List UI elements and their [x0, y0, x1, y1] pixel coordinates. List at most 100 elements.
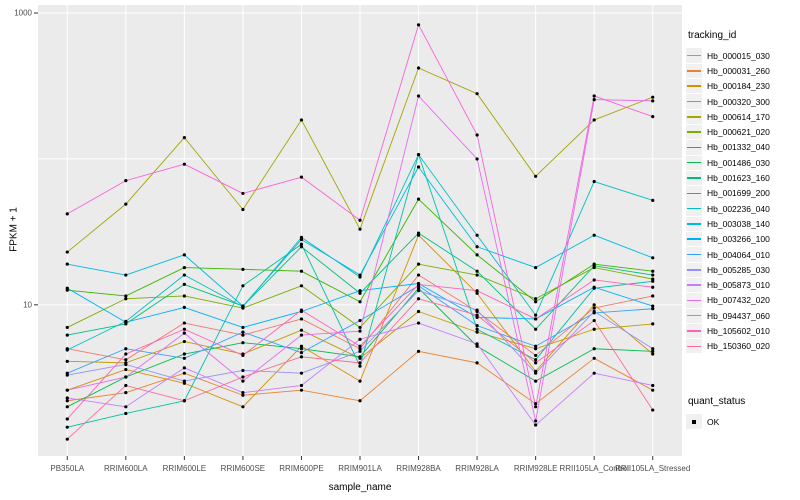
x-tick-label: RRII105LA_Stressed	[615, 464, 690, 473]
data-point	[124, 297, 128, 301]
legend-key	[686, 277, 702, 293]
data-point	[534, 297, 538, 301]
legend-key	[686, 216, 702, 232]
data-point	[299, 351, 304, 355]
legend-color-line	[687, 177, 701, 179]
data-point	[182, 399, 186, 403]
data-point	[65, 359, 69, 363]
data-point	[358, 364, 362, 368]
data-point	[299, 333, 304, 337]
data-point	[475, 308, 479, 312]
data-point	[651, 269, 655, 273]
x-tick-label: RRIM600LA	[104, 464, 148, 473]
data-point	[358, 355, 362, 359]
legend-color-line	[687, 70, 701, 72]
data-point	[358, 318, 362, 323]
data-point	[65, 417, 69, 421]
data-point	[124, 347, 128, 351]
data-point	[124, 273, 128, 277]
legend-item-Hb_004064_010: Hb_004064_010	[686, 247, 798, 262]
legend-color-line	[687, 54, 701, 57]
x-axis-title: sample_name	[328, 482, 392, 493]
legend-item-Hb_001486_030: Hb_001486_030	[686, 155, 798, 170]
data-point	[592, 285, 596, 289]
data-point	[534, 379, 538, 383]
legend-item-label: Hb_000320_300	[707, 96, 770, 107]
data-point	[416, 197, 421, 201]
data-point	[241, 333, 245, 337]
legend-item-label: Hb_000184_230	[707, 81, 770, 92]
data-point	[358, 291, 362, 295]
data-point	[358, 329, 362, 333]
data-point	[124, 179, 128, 183]
data-point	[534, 347, 538, 351]
data-point	[299, 344, 304, 348]
data-point	[534, 327, 538, 331]
data-point	[299, 245, 304, 249]
data-point	[475, 269, 479, 273]
data-point	[534, 300, 538, 304]
data-point	[534, 317, 538, 321]
data-point	[299, 371, 304, 375]
data-point	[65, 373, 69, 377]
x-tick-label: RRIM600PE	[279, 464, 323, 473]
data-point	[124, 367, 128, 372]
legend-key	[686, 94, 702, 109]
data-point	[651, 294, 655, 298]
legend-quant-status: quant_status OK	[686, 396, 798, 429]
data-point	[416, 153, 421, 157]
data-point	[241, 304, 245, 308]
data-point	[358, 399, 362, 403]
data-point	[241, 341, 245, 345]
data-point	[651, 279, 655, 283]
data-point	[475, 315, 479, 319]
data-point	[65, 437, 69, 441]
legend-item-Hb_002236_040: Hb_002236_040	[686, 201, 798, 216]
data-point	[299, 175, 304, 179]
data-point	[241, 375, 245, 379]
data-point	[416, 297, 421, 301]
data-point	[182, 162, 186, 166]
data-point	[534, 423, 538, 427]
data-point	[299, 269, 304, 273]
data-point	[475, 330, 479, 334]
data-point	[124, 391, 128, 395]
data-point	[241, 284, 245, 288]
legend-item-Hb_001623_160: Hb_001623_160	[686, 170, 798, 186]
data-point	[475, 253, 479, 257]
data-point	[651, 198, 655, 202]
legend-item-label: Hb_005873_010	[707, 280, 770, 291]
data-point	[182, 321, 186, 325]
legend-color-line	[687, 223, 701, 225]
data-point	[241, 393, 245, 397]
data-point	[592, 278, 596, 282]
x-tick-label: RRIM901LA	[338, 464, 382, 473]
data-point	[124, 411, 128, 416]
data-point	[534, 371, 538, 375]
data-point	[651, 349, 655, 353]
data-point	[182, 253, 186, 257]
data-point	[651, 307, 655, 311]
data-point	[358, 300, 362, 304]
legend-color-line	[687, 330, 701, 332]
data-point	[124, 320, 128, 324]
data-point	[592, 347, 596, 351]
legend-key	[686, 124, 702, 140]
data-point	[65, 325, 69, 330]
legend-item-label: Hb_105602_010	[707, 325, 770, 336]
legend-color-line	[687, 314, 701, 317]
legend-item-label: Hb_000621_020	[707, 127, 770, 138]
data-point	[534, 361, 538, 365]
data-point	[534, 174, 538, 178]
data-point	[592, 318, 596, 323]
legend-key	[686, 170, 702, 186]
data-point	[299, 308, 304, 312]
data-point	[475, 233, 479, 237]
data-point	[65, 425, 69, 429]
data-point	[299, 388, 304, 392]
data-point	[592, 94, 596, 98]
legend-key	[686, 201, 702, 216]
legend-key	[686, 155, 702, 170]
data-point	[534, 405, 538, 409]
legend-item-quant-ok: OK	[686, 414, 798, 429]
